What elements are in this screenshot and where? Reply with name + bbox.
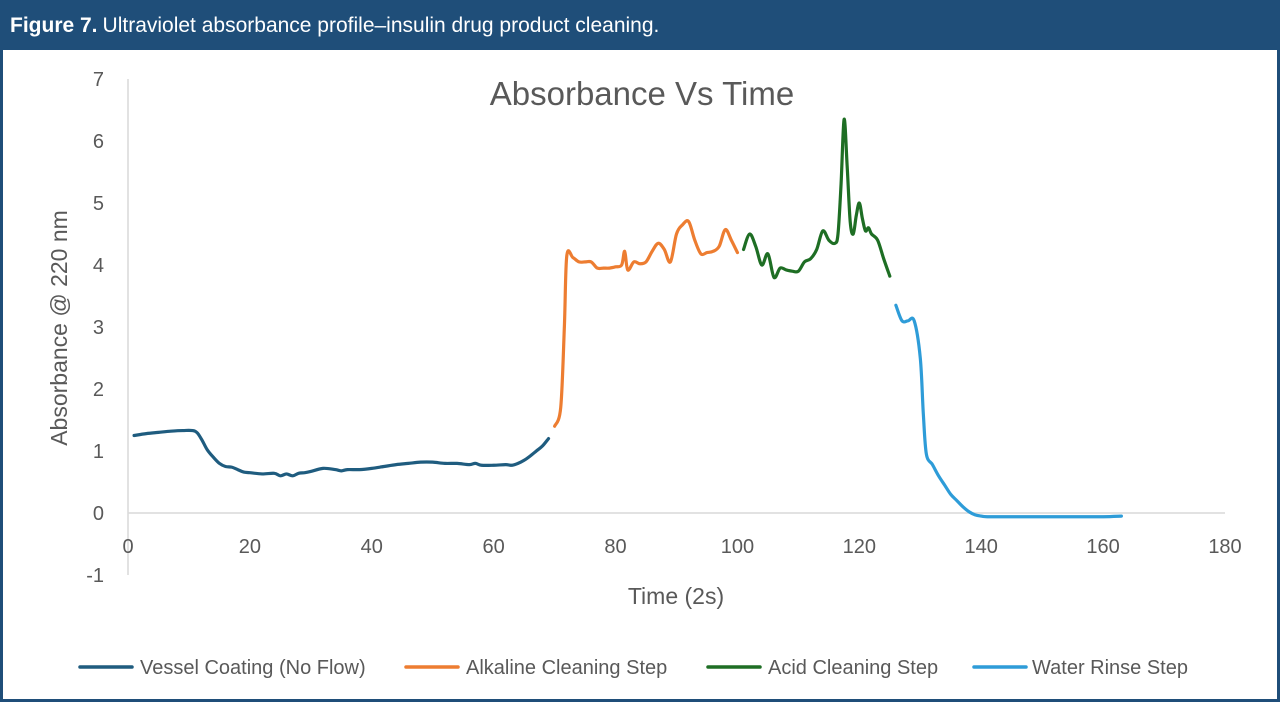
y-tick-label: 0 xyxy=(93,503,104,525)
legend-label-3: Acid Cleaning Step xyxy=(768,657,938,679)
x-tick-label: 180 xyxy=(1208,536,1241,558)
y-tick-label: 4 xyxy=(93,255,104,277)
x-tick-label: 20 xyxy=(239,536,261,558)
y-tick-label: 3 xyxy=(93,317,104,339)
legend-label-1: Vessel Coating (No Flow) xyxy=(140,657,366,679)
series-line-4 xyxy=(894,303,1123,519)
chart-title: Absorbance Vs Time xyxy=(490,75,794,112)
x-tick-label: 0 xyxy=(122,536,133,558)
y-tick-label: -1 xyxy=(86,565,104,587)
series-line-2 xyxy=(553,219,740,428)
x-tick-label: 120 xyxy=(843,536,876,558)
y-tick-label: 5 xyxy=(93,193,104,215)
x-tick-label: 160 xyxy=(1086,536,1119,558)
legend-label-4: Water Rinse Step xyxy=(1032,657,1188,679)
series-line-3 xyxy=(741,117,892,280)
figure-header: Figure 7. Ultraviolet absorbance profile–… xyxy=(0,0,1280,50)
x-tick-label: 40 xyxy=(361,536,383,558)
y-tick-label: 7 xyxy=(93,69,104,91)
x-tick-labels: 0 20 40 60 80 100 120 140 160 180 xyxy=(122,536,1241,558)
y-tick-label: 1 xyxy=(93,441,104,463)
x-tick-label: 60 xyxy=(483,536,505,558)
y-tick-labels: -1 0 1 2 3 4 5 6 7 xyxy=(86,69,104,587)
figure-caption: Ultraviolet absorbance profile–insulin d… xyxy=(102,14,660,37)
x-axis-label: Time (2s) xyxy=(628,583,724,609)
y-axis-label: Absorbance @ 220 nm xyxy=(46,210,72,446)
y-tick-label: 6 xyxy=(93,131,104,153)
y-tick-label: 2 xyxy=(93,379,104,401)
series-line-1 xyxy=(132,428,551,478)
figure-label: Figure 7. xyxy=(10,14,98,37)
x-tick-label: 100 xyxy=(721,536,754,558)
x-tick-label: 80 xyxy=(604,536,626,558)
legend-label-2: Alkaline Cleaning Step xyxy=(466,657,667,679)
legend: Vessel Coating (No Flow) Alkaline Cleanin… xyxy=(78,657,1188,679)
x-tick-label: 140 xyxy=(965,536,998,558)
series-lines xyxy=(132,117,1123,519)
